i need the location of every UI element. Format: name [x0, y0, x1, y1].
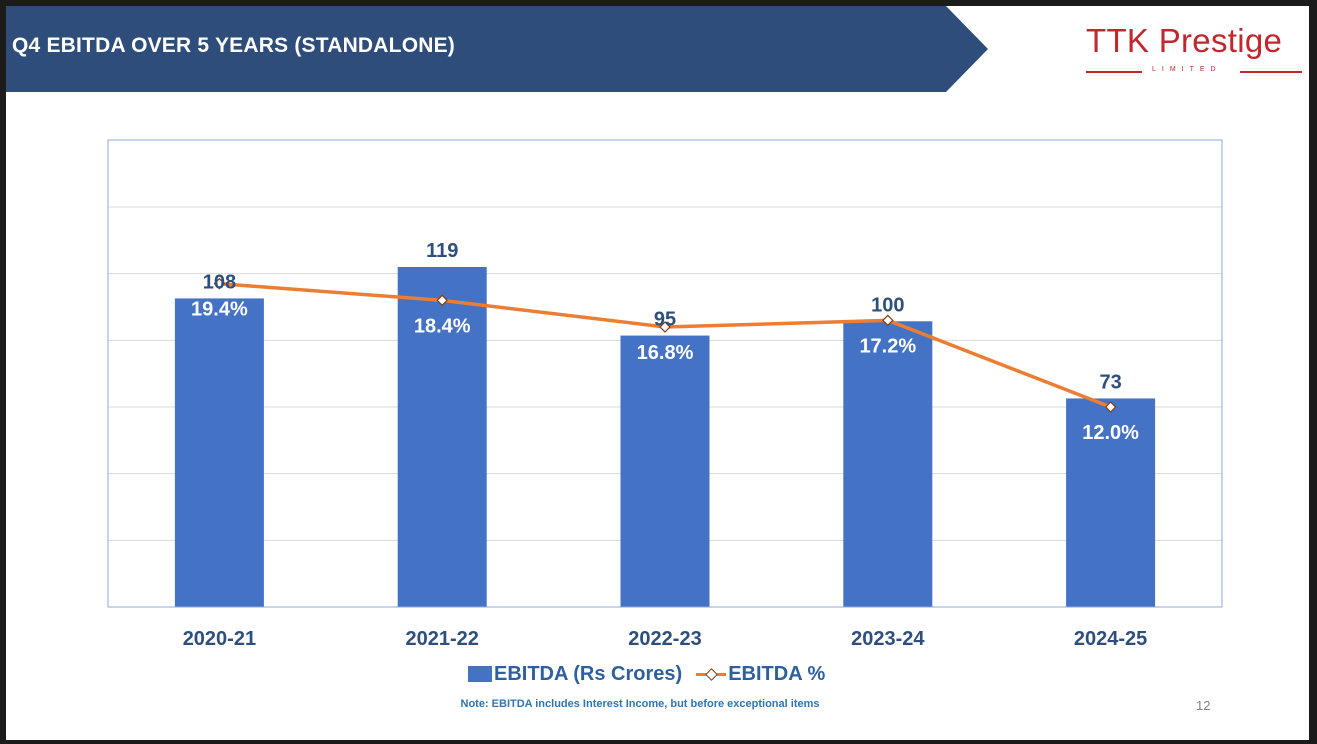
- x-tick-label: 2023-24: [851, 628, 925, 650]
- company-logo: TTK Prestige LIMITED: [1080, 22, 1304, 82]
- line-value-label: 18.4%: [414, 315, 471, 337]
- line-marker: [659, 321, 671, 333]
- line-value-label: 16.8%: [637, 342, 694, 364]
- bar-2024-25: [1066, 398, 1156, 607]
- frame-left-border: [0, 0, 6, 744]
- bar-value-label: 95: [654, 309, 676, 331]
- frame-bottom-border: [0, 740, 1317, 744]
- bar-value-label: 108: [203, 271, 236, 293]
- bar-2020-21: [174, 298, 264, 607]
- frame-top-border: [0, 0, 1317, 6]
- bar-value-label: 73: [1099, 371, 1121, 393]
- x-tick-label: 2020-21: [183, 628, 256, 650]
- legend-bar-swatch: [468, 666, 492, 682]
- chart-bars: [174, 267, 1156, 607]
- chart-line-series: [213, 277, 1117, 413]
- bar-2023-24: [843, 321, 933, 607]
- legend-bar-label: EBITDA (Rs Crores): [494, 662, 683, 685]
- header-banner: [6, 6, 988, 92]
- x-tick-label: 2021-22: [405, 628, 478, 650]
- frame-right-border: [1309, 0, 1317, 744]
- page-title: Q4 EBITDA OVER 5 YEARS (STANDALONE): [12, 34, 455, 57]
- legend-item-bar: EBITDA (Rs Crores): [468, 663, 682, 686]
- line-value-label: 12.0%: [1082, 422, 1139, 444]
- legend-item-line: EBITDA %: [696, 663, 825, 686]
- line-value-label: 17.2%: [859, 335, 916, 357]
- line-marker: [882, 314, 894, 327]
- chart-data-labels: 108 19.4% 119 18.4% 95 16.8% 100 17.2% 73 12.0%: [191, 240, 1139, 444]
- legend-line-swatch: [696, 666, 727, 682]
- line-marker: [436, 294, 448, 307]
- line-value-label: 19.4%: [191, 299, 248, 321]
- bar-2021-22: [397, 267, 487, 607]
- logo-wordmark: TTK Prestige: [1086, 22, 1283, 59]
- x-tick-label: 2022-23: [628, 628, 701, 650]
- line-marker: [1104, 401, 1117, 413]
- x-tick-label: 2024-25: [1074, 628, 1147, 650]
- page-number: 12: [1196, 698, 1211, 713]
- footnote: Note: EBITDA includes Interest Income, b…: [460, 698, 820, 710]
- bar-value-label: 119: [426, 240, 458, 262]
- logo-rule-left: [1086, 71, 1142, 73]
- bar-value-label: 100: [871, 294, 904, 316]
- bar-2022-23: [620, 335, 710, 607]
- chart-legend: EBITDA (Rs Crores) EBITDA %: [468, 660, 839, 688]
- logo-subtitle: LIMITED: [1152, 66, 1222, 73]
- legend-line-label: EBITDA %: [728, 662, 826, 685]
- logo-rule-right: [1240, 71, 1302, 73]
- line-marker: [213, 277, 226, 290]
- plot-area-border: [107, 139, 1223, 608]
- chart-x-axis-labels: 2020-21 2021-22 2022-23 2023-24 2024-25: [183, 628, 1148, 650]
